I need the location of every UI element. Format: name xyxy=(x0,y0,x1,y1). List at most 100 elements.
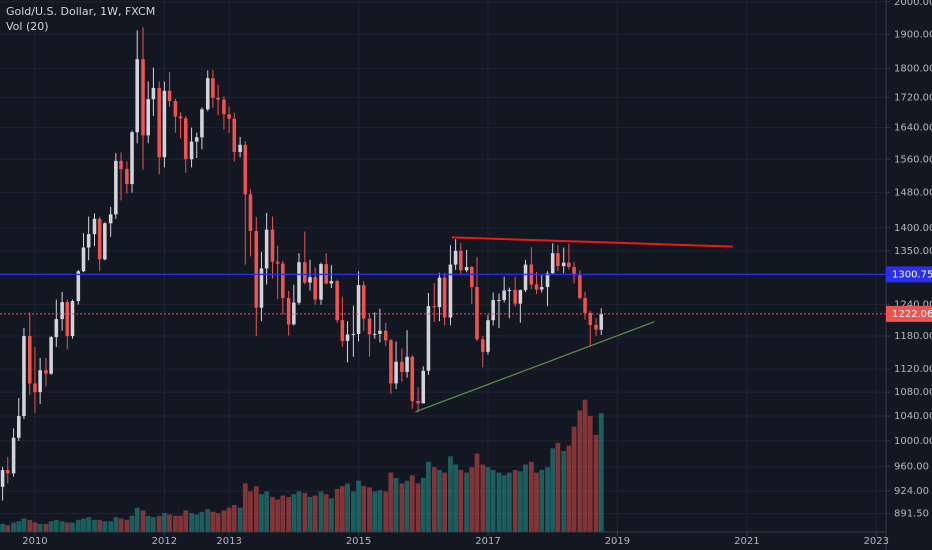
volume-bar xyxy=(102,521,108,532)
candle-body xyxy=(286,298,291,325)
volume-bar xyxy=(506,472,512,532)
volume-bar xyxy=(248,491,253,532)
volume-bar xyxy=(534,472,539,532)
volume-bar xyxy=(48,521,54,532)
volume-bar xyxy=(194,514,200,532)
candle-body xyxy=(556,253,560,267)
candle-body xyxy=(442,277,447,318)
candle-body xyxy=(394,361,398,384)
volume-bar xyxy=(140,510,146,532)
candle-body xyxy=(356,285,361,334)
candle-body xyxy=(22,336,26,417)
candle-body xyxy=(594,324,598,330)
volume-bar xyxy=(156,515,162,532)
candle-body xyxy=(162,90,167,158)
volume-bar xyxy=(523,464,528,532)
volume-bar xyxy=(399,483,405,532)
candle-body xyxy=(70,301,75,337)
volume-pane xyxy=(0,399,604,532)
volume-bar xyxy=(296,491,302,532)
x-tick-label: 2023 xyxy=(864,536,889,547)
candle-body xyxy=(227,114,231,119)
candle-body xyxy=(275,261,280,264)
candle-body xyxy=(49,337,53,374)
volume-bar xyxy=(464,472,470,532)
candle-body xyxy=(502,290,506,301)
candle-body xyxy=(119,160,123,170)
candle-body xyxy=(130,132,134,185)
candle-body xyxy=(567,262,571,267)
volume-bar xyxy=(97,519,103,532)
candle-body xyxy=(583,298,587,313)
candle-body xyxy=(550,253,555,274)
candle-body xyxy=(400,361,404,372)
volume-bar xyxy=(367,487,372,532)
candle-body xyxy=(54,319,59,338)
candle-body xyxy=(27,336,32,384)
overlay xyxy=(0,236,886,413)
volume-bar xyxy=(264,491,270,532)
volume-bar xyxy=(453,464,459,532)
volume-bar xyxy=(474,453,480,532)
volume-bar xyxy=(237,507,243,532)
y-tick-label: 960.00 xyxy=(894,462,929,473)
volume-bar xyxy=(420,478,426,532)
candle-body xyxy=(33,383,37,393)
candle-body xyxy=(76,271,81,302)
candle-body xyxy=(405,356,409,372)
volume-bar xyxy=(286,496,292,532)
candle-body xyxy=(151,87,156,100)
x-tick-label: 2010 xyxy=(22,536,47,547)
volume-bar xyxy=(16,521,22,532)
candle-body xyxy=(38,370,42,393)
volume-bar xyxy=(550,448,556,532)
candle-body xyxy=(125,169,129,185)
volume-bar xyxy=(226,507,232,532)
volume-bar xyxy=(124,519,130,532)
y-tick-label: 924.00 xyxy=(894,486,929,497)
x-tick-label: 2015 xyxy=(346,536,371,547)
price-marker xyxy=(886,305,932,322)
candle-body xyxy=(173,101,178,117)
volume-bar xyxy=(205,509,211,532)
y-tick-label: 1180.00 xyxy=(894,331,932,342)
volume-bar xyxy=(431,467,437,532)
candle-body xyxy=(270,229,275,262)
volume-bar xyxy=(545,467,550,532)
candle-body xyxy=(81,247,86,272)
volume-bar xyxy=(0,523,5,532)
volume-bar xyxy=(480,464,486,532)
volume-bar xyxy=(528,461,534,532)
candle-body xyxy=(243,144,248,195)
volume-bar xyxy=(409,475,415,532)
candle-body xyxy=(410,356,415,402)
volume-bar xyxy=(270,496,275,532)
candle-body xyxy=(232,118,237,152)
volume-bar xyxy=(161,513,167,532)
candle-body xyxy=(539,287,544,290)
volume-bar xyxy=(437,469,442,532)
candle-body xyxy=(281,263,285,299)
candle-body xyxy=(200,109,204,138)
candles xyxy=(0,27,604,501)
y-tick-label: 1400.00 xyxy=(894,223,932,234)
volume-bar xyxy=(113,517,119,532)
candle-body xyxy=(0,470,5,487)
price-marker-label: 1300.75 xyxy=(892,269,932,280)
volume-bar xyxy=(108,521,114,532)
candle-body xyxy=(561,262,566,267)
candle-body xyxy=(254,230,259,308)
volume-bar xyxy=(5,525,11,532)
volume-bar xyxy=(571,426,577,532)
volume-bar xyxy=(377,490,383,532)
volume-bar xyxy=(372,491,378,532)
candle-body xyxy=(141,59,145,136)
candle-body xyxy=(432,306,437,308)
candle-body xyxy=(97,218,102,260)
volume-bar xyxy=(199,511,205,532)
volume-bar xyxy=(118,518,124,532)
trend-line xyxy=(451,236,733,248)
volume-bar xyxy=(312,495,318,532)
volume-bar xyxy=(566,445,572,532)
